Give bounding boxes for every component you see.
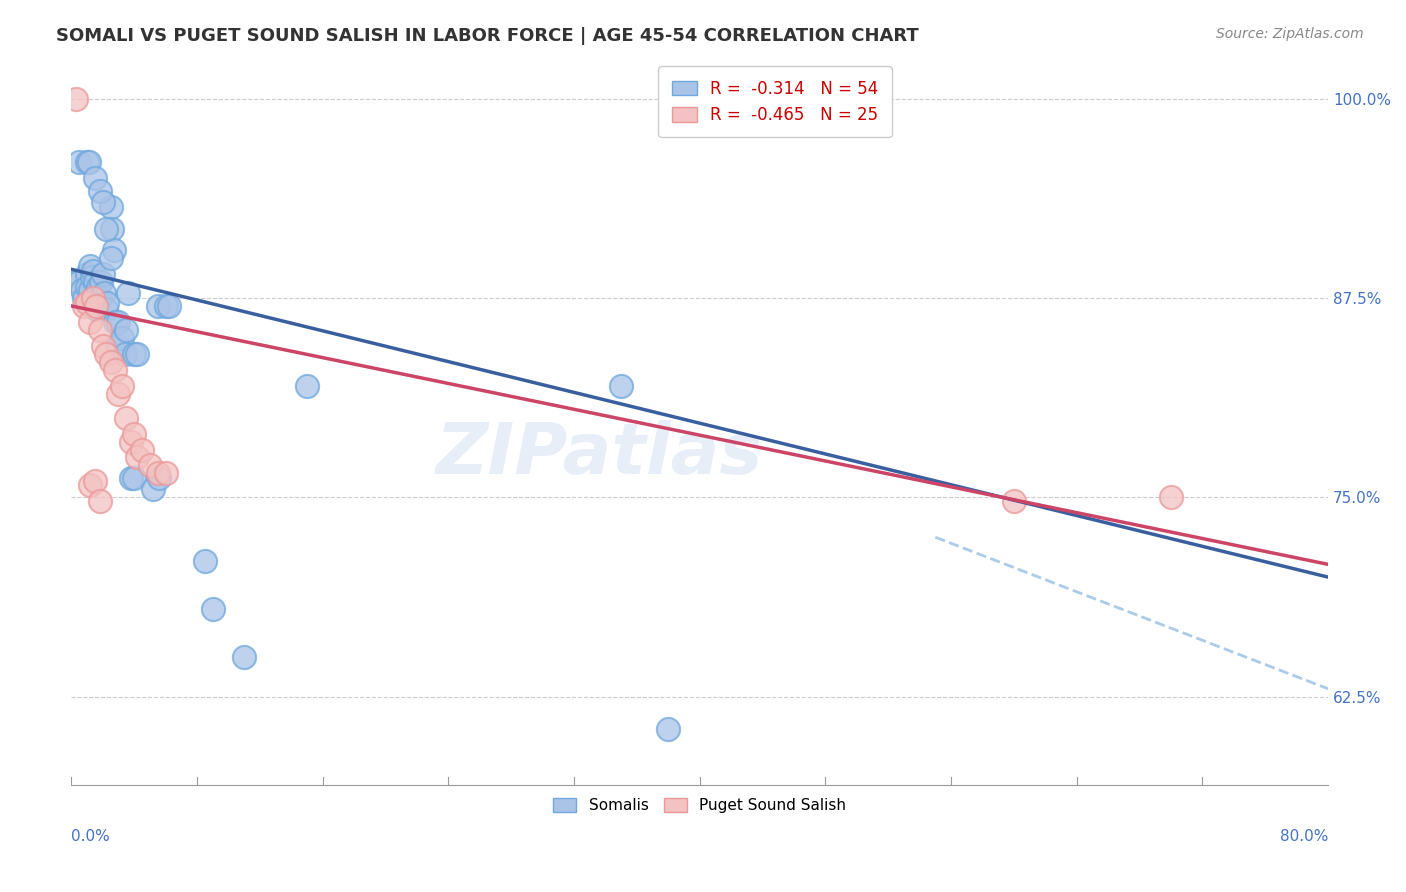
Point: [79, 315, 101, 329]
Point: [87, 280, 110, 294]
Point: [76, 280, 98, 294]
Point: [104, 315, 127, 329]
Point: [657, 722, 679, 736]
Point: [100, 251, 122, 265]
Point: [89, 323, 111, 337]
Point: [1160, 491, 1182, 505]
Point: [65, 275, 87, 289]
Point: [107, 386, 129, 401]
Point: [93, 286, 115, 301]
Point: [94, 302, 117, 317]
Point: [194, 554, 217, 568]
Point: [70, 283, 93, 297]
Point: [127, 347, 149, 361]
Point: [80, 270, 103, 285]
Point: [100, 355, 122, 369]
Point: [115, 323, 138, 337]
Text: ZIPatlas: ZIPatlas: [436, 420, 763, 489]
Point: [115, 410, 138, 425]
Point: [82, 291, 104, 305]
Point: [101, 222, 124, 236]
Point: [201, 602, 224, 616]
Point: [233, 649, 256, 664]
Point: [76, 295, 98, 310]
Point: [142, 483, 165, 497]
Point: [107, 315, 129, 329]
Point: [91, 267, 114, 281]
Point: [110, 378, 132, 392]
Point: [89, 493, 111, 508]
Point: [139, 458, 162, 473]
Point: [146, 299, 169, 313]
Text: 0.0%: 0.0%: [72, 830, 110, 844]
Point: [94, 347, 117, 361]
Point: [73, 299, 96, 313]
Point: [114, 347, 136, 361]
Point: [131, 442, 153, 457]
Point: [86, 302, 108, 317]
Point: [122, 347, 145, 361]
Point: [100, 200, 122, 214]
Point: [120, 434, 142, 449]
Point: [107, 339, 129, 353]
Point: [157, 299, 180, 313]
Point: [79, 259, 101, 273]
Point: [155, 299, 177, 313]
Point: [79, 477, 101, 491]
Point: [117, 286, 139, 301]
Point: [104, 363, 127, 377]
Point: [120, 471, 142, 485]
Point: [91, 339, 114, 353]
Point: [1002, 493, 1025, 508]
Point: [91, 195, 114, 210]
Point: [76, 267, 98, 281]
Point: [76, 155, 98, 169]
Point: [110, 331, 132, 345]
Point: [90, 275, 112, 289]
Point: [73, 291, 96, 305]
Text: Source: ZipAtlas.com: Source: ZipAtlas.com: [1216, 27, 1364, 41]
Point: [89, 291, 111, 305]
Point: [67, 275, 90, 289]
Point: [86, 299, 108, 313]
Point: [295, 378, 318, 392]
Point: [148, 471, 170, 485]
Point: [146, 467, 169, 481]
Point: [96, 295, 118, 310]
Point: [79, 283, 101, 297]
Point: [122, 426, 145, 441]
Text: 80.0%: 80.0%: [1279, 830, 1329, 844]
Point: [83, 475, 105, 489]
Point: [83, 275, 105, 289]
Point: [65, 91, 87, 105]
Point: [86, 286, 108, 301]
Point: [155, 467, 177, 481]
Point: [83, 171, 105, 186]
Point: [610, 378, 633, 392]
Point: [127, 450, 149, 465]
Point: [89, 184, 111, 198]
Text: SOMALI VS PUGET SOUND SALISH IN LABOR FORCE | AGE 45-54 CORRELATION CHART: SOMALI VS PUGET SOUND SALISH IN LABOR FO…: [56, 27, 920, 45]
Legend: Somalis, Puget Sound Salish: Somalis, Puget Sound Salish: [546, 790, 853, 821]
Point: [82, 264, 104, 278]
Point: [94, 222, 117, 236]
Point: [103, 243, 125, 257]
Point: [122, 471, 145, 485]
Point: [67, 155, 90, 169]
Point: [77, 155, 100, 169]
